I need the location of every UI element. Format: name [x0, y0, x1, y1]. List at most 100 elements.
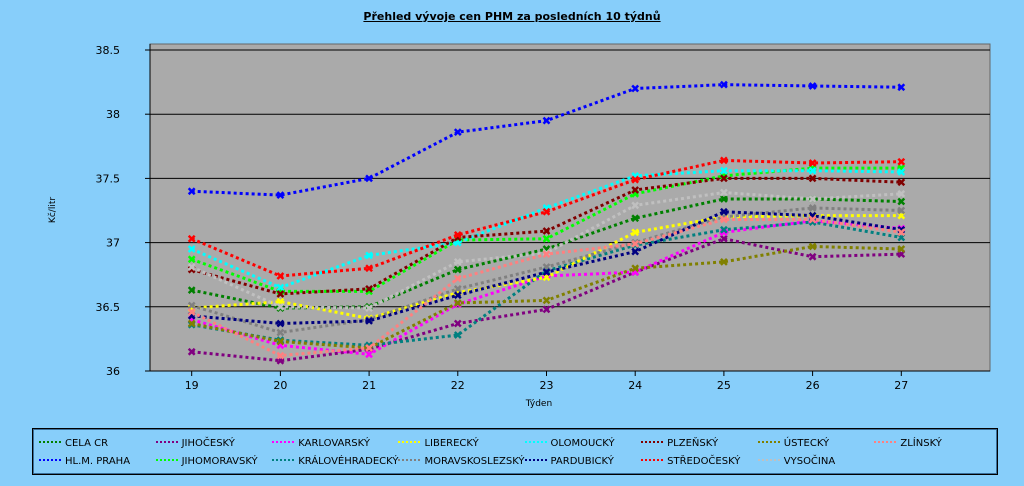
data-point — [808, 215, 817, 224]
legend-label: OLOMOUCKÝ — [550, 437, 615, 449]
data-point — [897, 245, 906, 253]
series-line-4 — [191, 219, 902, 356]
data-point — [365, 317, 373, 325]
data-point — [453, 274, 462, 283]
x-tick-label: 20 — [273, 379, 287, 392]
data-point — [808, 166, 817, 175]
x-tick-label: 25 — [717, 379, 731, 392]
legend-swatch-icon — [524, 459, 547, 467]
legend-item: KRÁLOVÉHRADECKÝ — [272, 452, 398, 470]
data-point — [720, 166, 728, 175]
legend-item: MORAVSKOSLEZSKÝ — [398, 452, 525, 470]
legend-item: JIHOMORAVSKÝ — [155, 452, 273, 470]
legend-swatch-icon — [155, 441, 178, 449]
legend-label: KARLOVARSKÝ — [298, 437, 370, 449]
data-point — [808, 242, 817, 251]
legend-item: PLZEŇSKÝ — [641, 434, 758, 452]
data-point — [897, 228, 906, 237]
data-point — [897, 83, 906, 92]
data-point — [365, 264, 373, 273]
legend-swatch-icon — [757, 459, 780, 467]
legend-label: VYSOČINA — [783, 455, 836, 467]
data-point — [365, 304, 373, 312]
line-chart: 36 36.5 37 37.5 38 38.5 19 20 21 22 23 24 25 26 27 Týde… — [47, 43, 991, 409]
x-tick-label: 27 — [894, 379, 908, 392]
data-point — [365, 350, 373, 359]
data-point — [808, 252, 817, 261]
data-point — [276, 283, 285, 292]
y-tick-label: 36.5 — [96, 301, 121, 314]
data-point — [542, 296, 551, 305]
data-point — [453, 231, 462, 239]
plot-area — [149, 43, 991, 372]
data-point — [453, 265, 462, 274]
data-point — [453, 257, 462, 266]
data-point — [276, 191, 285, 199]
data-point — [365, 174, 373, 183]
data-point — [720, 207, 728, 216]
data-point — [631, 247, 640, 256]
data-point — [897, 178, 906, 187]
legend-item: ZLÍNSKÝ — [874, 434, 991, 452]
legend-label: JIHOMORAVSKÝ — [181, 455, 258, 467]
legend-label: MORAVSKOSLEZSKÝ — [424, 455, 525, 467]
x-tick-label: 19 — [185, 379, 199, 392]
legend-swatch-icon — [272, 441, 295, 449]
data-point — [808, 195, 817, 203]
x-tick-label: 26 — [806, 379, 820, 392]
legend-swatch-icon — [524, 441, 547, 449]
legend: CELA CR JIHOČESKÝ KARLOVARSKÝ LIBERECKÝ OLOM… — [32, 428, 998, 475]
data-point — [187, 286, 196, 294]
data-point — [453, 128, 462, 137]
data-point — [453, 284, 462, 293]
data-point — [631, 240, 640, 248]
legend-label: JIHOČESKÝ — [181, 437, 235, 449]
data-point — [365, 251, 373, 260]
legend-label: HL.M. PRAHA — [65, 455, 131, 467]
data-point — [631, 264, 640, 273]
data-point — [276, 290, 285, 298]
series-line-5 — [191, 220, 902, 347]
legend-item: STŘEDOČESKÝ — [641, 452, 758, 470]
legend-label: ÚSTECKÝ — [783, 437, 830, 449]
y-tick-label: 38 — [106, 108, 120, 121]
legend-item: CELA CR — [39, 434, 156, 452]
data-point — [631, 201, 640, 210]
data-point — [187, 263, 196, 271]
y-tick-label: 37 — [106, 237, 120, 250]
x-axis-label: Týden — [525, 399, 552, 409]
y-axis-label: Kč/litr — [47, 197, 58, 223]
data-point — [542, 268, 551, 277]
legend-label: PLZEŇSKÝ — [667, 437, 719, 449]
data-point — [808, 174, 817, 183]
data-point — [542, 250, 551, 259]
data-point — [187, 308, 196, 316]
chart-title: Přehled vývoje cen PHM za posledních 10 … — [363, 10, 661, 23]
data-point — [720, 225, 728, 234]
legend-swatch-icon — [39, 441, 61, 449]
data-point — [631, 84, 640, 93]
data-point — [808, 204, 817, 212]
data-point — [720, 215, 728, 224]
data-point — [542, 227, 551, 235]
data-point — [542, 234, 551, 243]
data-point — [276, 302, 285, 311]
data-point — [187, 301, 196, 310]
data-point — [276, 328, 285, 337]
legend-swatch-icon — [641, 459, 664, 467]
legend-swatch-icon — [757, 441, 780, 449]
data-point — [897, 157, 906, 166]
data-point — [453, 331, 462, 339]
legend-label: ZLÍNSKÝ — [900, 437, 942, 449]
data-point — [631, 228, 640, 237]
data-point — [276, 272, 285, 280]
x-tick-label: 24 — [628, 379, 642, 392]
data-point — [187, 255, 196, 264]
legend-item: PARDUBICKÝ — [524, 452, 642, 470]
data-point — [453, 291, 462, 300]
data-point — [187, 245, 196, 253]
legend-item: VYSOČINA — [757, 452, 875, 470]
data-point — [808, 159, 817, 167]
data-point — [897, 168, 906, 176]
data-point — [897, 206, 906, 215]
